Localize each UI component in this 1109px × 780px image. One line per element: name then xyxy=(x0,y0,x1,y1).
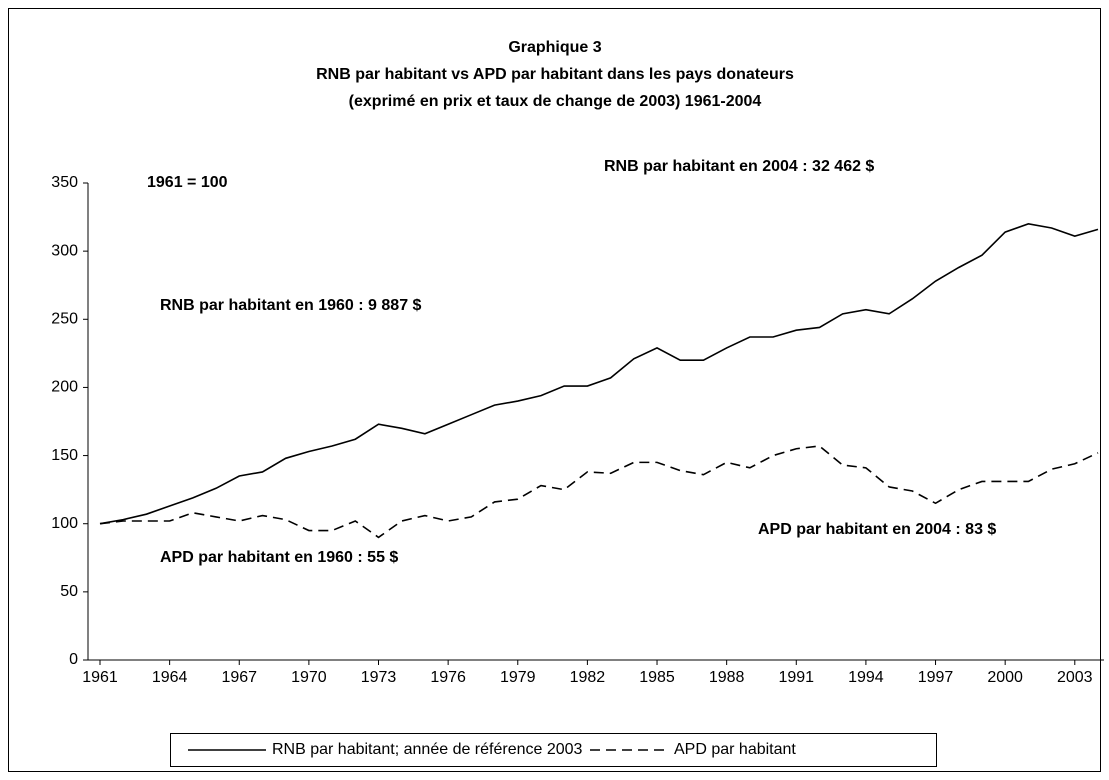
x-tick-label: 1982 xyxy=(570,669,606,686)
series-line xyxy=(99,445,1099,539)
y-tick-label: 150 xyxy=(51,447,78,464)
annotation: APD par habitant en 1960 : 55 $ xyxy=(160,549,398,566)
series-line xyxy=(99,223,1099,525)
chart-title: RNB par habitant vs APD par habitant dan… xyxy=(316,66,794,83)
y-tick-label: 200 xyxy=(51,379,78,396)
legend-label: APD par habitant xyxy=(674,741,796,758)
legend-label: RNB par habitant; année de référence 200… xyxy=(272,741,583,758)
x-tick-label: 1988 xyxy=(709,669,745,686)
x-tick-label: 1979 xyxy=(500,669,536,686)
legend-box xyxy=(170,733,937,767)
x-tick-label: 1964 xyxy=(152,669,188,686)
annotation: RNB par habitant en 1960 : 9 887 $ xyxy=(160,297,422,314)
y-tick-label: 100 xyxy=(51,515,78,532)
annotation: APD par habitant en 2004 : 83 $ xyxy=(758,521,996,538)
x-tick-label: 1997 xyxy=(918,669,954,686)
y-tick-label: 250 xyxy=(51,311,78,328)
x-tick-label: 1976 xyxy=(430,669,466,686)
chart-title: Graphique 3 xyxy=(508,39,601,56)
x-tick-label: 1985 xyxy=(639,669,675,686)
y-tick-label: 300 xyxy=(51,242,78,259)
y-tick-label: 350 xyxy=(51,174,78,191)
y-tick-label: 0 xyxy=(69,651,78,668)
chart-border xyxy=(8,8,1101,772)
x-tick-label: 1973 xyxy=(361,669,397,686)
x-tick-label: 1967 xyxy=(221,669,257,686)
x-tick-label: 1991 xyxy=(778,669,814,686)
chart-title: (exprimé en prix et taux de change de 20… xyxy=(349,93,762,110)
x-tick-label: 2003 xyxy=(1057,669,1093,686)
x-tick-label: 1994 xyxy=(848,669,884,686)
x-tick-label: 1961 xyxy=(82,669,118,686)
annotation: RNB par habitant en 2004 : 32 462 $ xyxy=(604,158,874,175)
annotation: 1961 = 100 xyxy=(147,174,228,191)
y-tick-label: 50 xyxy=(60,583,78,600)
x-tick-label: 2000 xyxy=(987,669,1023,686)
x-tick-label: 1970 xyxy=(291,669,327,686)
